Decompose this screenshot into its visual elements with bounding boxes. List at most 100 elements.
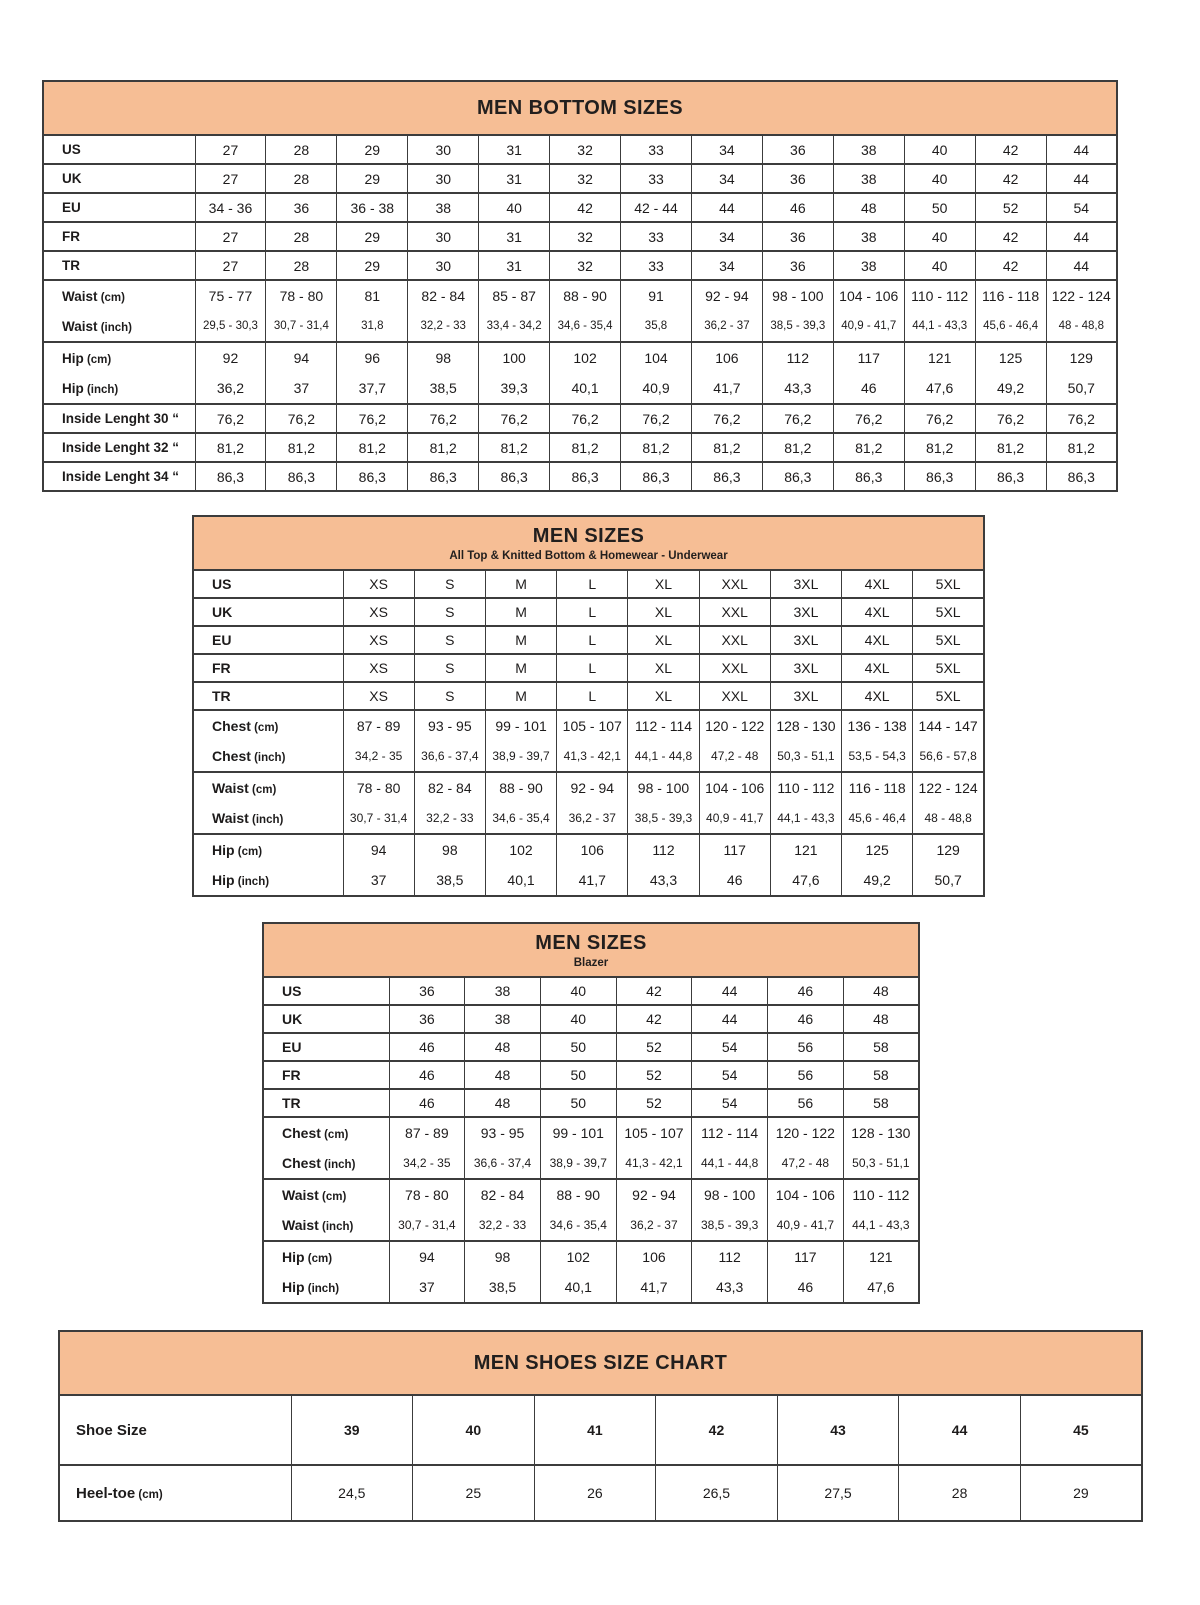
row-label-text: Hip <box>212 872 235 888</box>
row-label: Hip (cm) <box>192 834 344 865</box>
cell-value: 93 - 95 <box>413 710 486 741</box>
cell-value: 116 - 118 <box>841 772 914 803</box>
cell-value: 117 <box>698 834 771 865</box>
cell-value: 76,2 <box>265 404 338 433</box>
cell-value: 100 <box>478 342 551 373</box>
table-row: Waist (inch) 29,5 - 30,3 30,7 - 31,4 31,8 32… <box>42 311 1118 342</box>
cell-value: 33 <box>620 135 692 164</box>
cell-value: 42 <box>615 1005 693 1033</box>
cell-value: 37,7 <box>336 373 409 404</box>
cell-value: 52 <box>974 193 1047 222</box>
cell-value: 40 <box>539 1005 617 1033</box>
cell-value: 76,2 <box>761 404 834 433</box>
table-title-band: MEN SIZES All Top & Knitted Bottom & Home… <box>193 516 984 570</box>
cell-value: 48 <box>842 977 920 1005</box>
cell-value: 86,3 <box>336 462 409 491</box>
cell-value: 26,5 <box>655 1465 778 1521</box>
cell-value: 33 <box>620 164 692 193</box>
row-label: EU <box>42 193 196 222</box>
row-label: FR <box>262 1061 390 1089</box>
table-row: FR XS S M L XL XXL 3XL 4XL 5XL <box>192 654 985 682</box>
row-label: Waist (cm) <box>192 772 344 803</box>
cell-value: 121 <box>903 342 976 373</box>
cell-value: 42 <box>615 977 693 1005</box>
cell-value: 53,5 - 54,3 <box>841 741 914 772</box>
row-label-text: Shoe Size <box>76 1421 147 1439</box>
cell-value: 46 <box>767 1005 844 1033</box>
cell-value: 50,3 - 51,1 <box>842 1148 920 1179</box>
row-label: Waist (inch) <box>192 803 344 834</box>
cell-value: 27 <box>194 222 267 251</box>
cell-value: 47,6 <box>769 865 843 896</box>
cell-value: 44,1 - 43,3 <box>842 1210 920 1241</box>
table-title: MEN SIZES <box>532 524 645 547</box>
row-label-text: UK <box>62 171 82 186</box>
table-row: Shoe Size 39 40 41 42 43 44 45 <box>58 1395 1143 1465</box>
cell-value: 58 <box>842 1089 920 1117</box>
cell-value: 52 <box>615 1033 693 1061</box>
cell-value: 31,8 <box>336 311 409 342</box>
table-row: TR 27 28 29 30 31 32 33 34 36 38 40 42 44 <box>42 251 1118 280</box>
cell-value: 5XL <box>912 682 985 710</box>
cell-value: 26 <box>533 1465 657 1521</box>
cell-value: 33,4 - 34,2 <box>478 311 551 342</box>
cell-value: 96 <box>336 342 409 373</box>
cell-value: 31 <box>478 164 551 193</box>
cell-value: XXL <box>698 598 771 626</box>
cell-value: 58 <box>842 1033 920 1061</box>
cell-value: 81,2 <box>761 433 834 462</box>
cell-value: 36,2 - 37 <box>615 1210 693 1241</box>
cell-value: 82 - 84 <box>464 1179 541 1210</box>
row-label-text: Heel-toe <box>76 1484 136 1502</box>
row-label-text: Inside Lenght 32 “ <box>62 440 180 455</box>
cell-value: 40 <box>903 164 976 193</box>
size-grid: MEN SIZES Blazer US 36 38 40 42 44 46 48 UK 36 38 40 4… <box>262 922 920 1304</box>
cell-value: 25 <box>412 1465 535 1521</box>
cell-value: 34 - 36 <box>194 193 267 222</box>
cell-value: XL <box>627 626 700 654</box>
row-label: UK <box>42 164 196 193</box>
cell-value: 34,6 - 35,4 <box>484 803 558 834</box>
row-label: Inside Lenght 34 “ <box>42 462 196 491</box>
cell-value: 102 <box>549 342 622 373</box>
cell-value: 36,6 - 37,4 <box>464 1148 541 1179</box>
cell-value: 76,2 <box>194 404 267 433</box>
table-row: Hip (cm) 94 98 102 106 112 117 121 <box>262 1241 920 1272</box>
cell-value: 81,2 <box>407 433 480 462</box>
cell-value: 46 <box>767 977 844 1005</box>
table-title-band: MEN SIZES Blazer <box>263 923 919 977</box>
cell-value: S <box>413 682 486 710</box>
table-row: Hip (inch) 37 38,5 40,1 41,7 43,3 46 47,6 <box>262 1272 920 1303</box>
cell-value: 38,5 <box>407 373 480 404</box>
row-label: FR <box>42 222 196 251</box>
cell-value: 85 - 87 <box>478 280 551 311</box>
cell-value: 81,2 <box>549 433 622 462</box>
cell-value: L <box>556 570 629 598</box>
cell-value: 42 <box>974 251 1047 280</box>
cell-value: 50 <box>539 1061 617 1089</box>
cell-value: 78 - 80 <box>342 772 415 803</box>
cell-value: 86,3 <box>407 462 480 491</box>
cell-value: 29 <box>1019 1465 1143 1521</box>
cell-value: 56 <box>767 1061 844 1089</box>
table-subtitle: Blazer <box>573 956 609 969</box>
row-label: Hip (cm) <box>42 342 196 373</box>
cell-value: 34,2 - 35 <box>388 1148 466 1179</box>
cell-value: 76,2 <box>690 404 763 433</box>
cell-value: 33 <box>620 251 692 280</box>
table-row: TR 46 48 50 52 54 56 58 <box>262 1089 920 1117</box>
cell-value: 82 - 84 <box>413 772 486 803</box>
row-label: TR <box>42 251 196 280</box>
cell-value: 52 <box>615 1061 693 1089</box>
cell-value: 129 <box>1045 342 1118 373</box>
cell-value: 36,2 - 37 <box>690 311 763 342</box>
row-label: Hip (inch) <box>192 865 344 896</box>
cell-value: 92 - 94 <box>690 280 763 311</box>
row-label-unit: (cm) <box>304 1253 333 1265</box>
row-label-unit: (inch) <box>304 1283 340 1295</box>
row-label-text: UK <box>282 1011 303 1027</box>
cell-value: 40,9 - 41,7 <box>832 311 905 342</box>
cell-value: 5XL <box>912 598 985 626</box>
row-label: Chest (cm) <box>192 710 344 741</box>
table-row: EU XS S M L XL XXL 3XL 4XL 5XL <box>192 626 985 654</box>
